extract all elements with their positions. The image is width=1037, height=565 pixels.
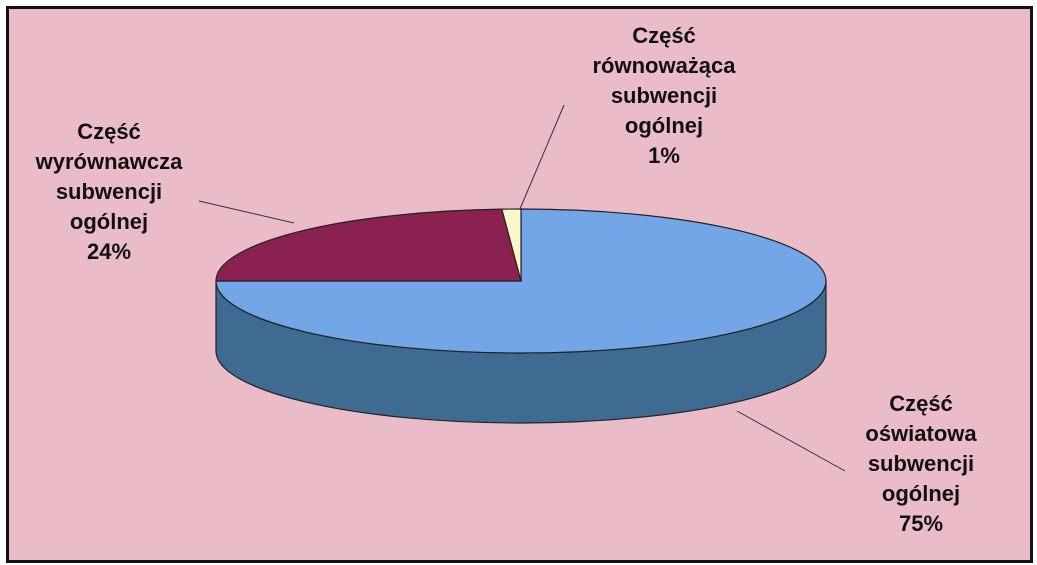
value-label: 75%: [898, 511, 944, 536]
category-label: Część wyrównawcza subwencji ogólnej: [35, 119, 183, 234]
slice-label: Część równoważąca subwencji ogólnej 1%: [579, 21, 749, 171]
chart: [198, 104, 846, 472]
value-label: 1%: [648, 143, 680, 168]
category-label: Część równoważąca subwencji ogólnej: [592, 23, 736, 138]
slice-label: Część oświatowa subwencji ogólnej 75%: [836, 389, 1006, 539]
leader-line: [519, 104, 565, 210]
chart-frame: Część oświatowa subwencji ogólnej 75% Częś…: [6, 6, 1033, 563]
pie-slice: [215, 208, 522, 282]
leader-line: [736, 410, 846, 472]
category-label: Część oświatowa subwencji ogólnej: [865, 391, 977, 506]
slice-label: Część wyrównawcza subwencji ogólnej 24%: [24, 117, 194, 267]
leader-line: [198, 200, 295, 224]
pie-slice: [501, 208, 522, 282]
value-label: 24%: [86, 239, 132, 264]
